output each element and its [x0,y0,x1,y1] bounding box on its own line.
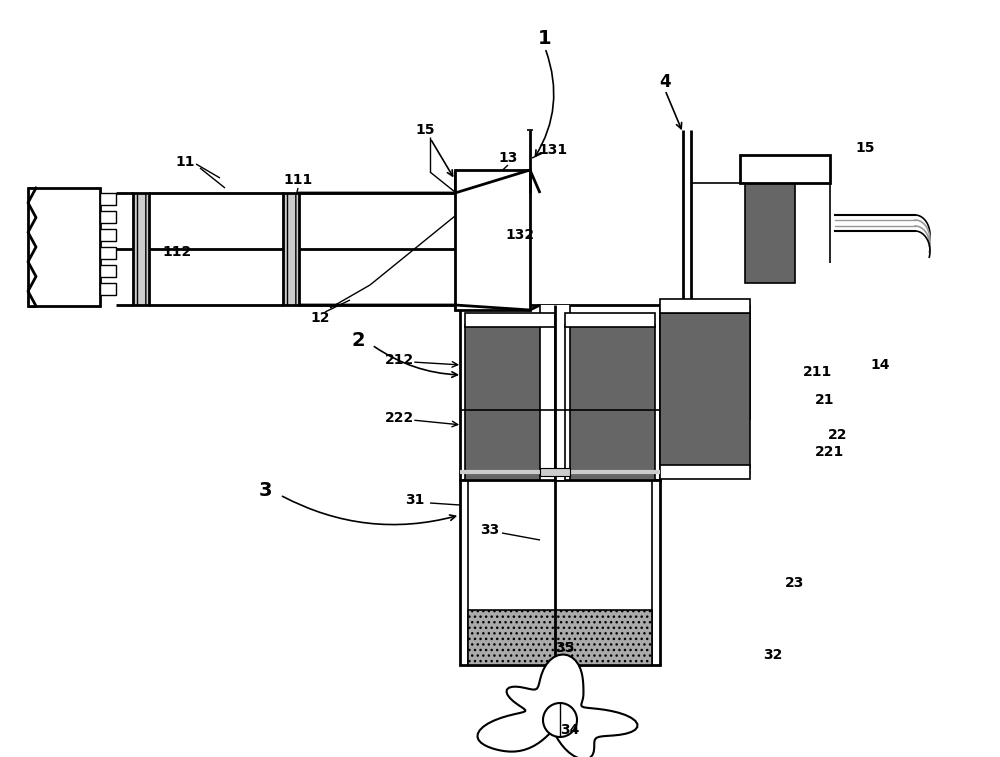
Bar [565,325,655,480]
Text: 2: 2 [351,331,365,350]
Bar [28,188,100,306]
Bar [745,183,795,283]
Bar [100,229,116,241]
Bar [660,299,750,313]
Bar [660,313,750,468]
Bar [455,170,530,310]
Bar [740,155,830,183]
Text: 15: 15 [415,123,435,137]
Bar [100,193,116,205]
Polygon shape [478,655,637,757]
Text: 21: 21 [815,393,835,407]
Text: 211: 211 [803,365,833,379]
Bar [465,325,555,480]
Circle shape [543,703,577,737]
Text: 32: 32 [763,648,783,662]
Text: 14: 14 [870,358,890,372]
Bar [465,313,555,327]
Bar [100,265,116,277]
Text: 22: 22 [828,428,848,442]
Text: 31: 31 [405,493,425,507]
Text: 11: 11 [175,155,195,169]
Text: 221: 221 [815,445,845,459]
Bar [540,305,570,480]
Bar [283,193,299,305]
Bar [100,247,116,259]
Text: 222: 222 [385,411,415,425]
Text: 111: 111 [283,173,313,187]
Bar [660,313,750,468]
Text: 1: 1 [538,29,552,48]
Text: 212: 212 [385,353,415,367]
Text: 15: 15 [855,141,875,155]
Bar [100,283,116,295]
Bar [460,305,660,480]
Bar [565,325,655,480]
Bar [565,313,655,327]
Text: 13: 13 [498,151,518,165]
Bar [660,465,750,479]
Bar [468,610,652,665]
Text: 34: 34 [560,723,580,737]
Text: 132: 132 [505,228,535,242]
Text: 131: 131 [538,143,568,157]
Bar [100,211,116,223]
Text: 3: 3 [258,481,272,500]
Bar [540,468,570,476]
Text: 35: 35 [555,641,575,655]
Text: 23: 23 [785,576,805,590]
Bar [133,193,149,305]
Text: 33: 33 [480,523,500,537]
Text: 112: 112 [162,245,192,259]
Bar [460,480,660,665]
Text: 12: 12 [310,311,330,325]
Text: 4: 4 [659,73,671,91]
Bar [465,325,555,480]
